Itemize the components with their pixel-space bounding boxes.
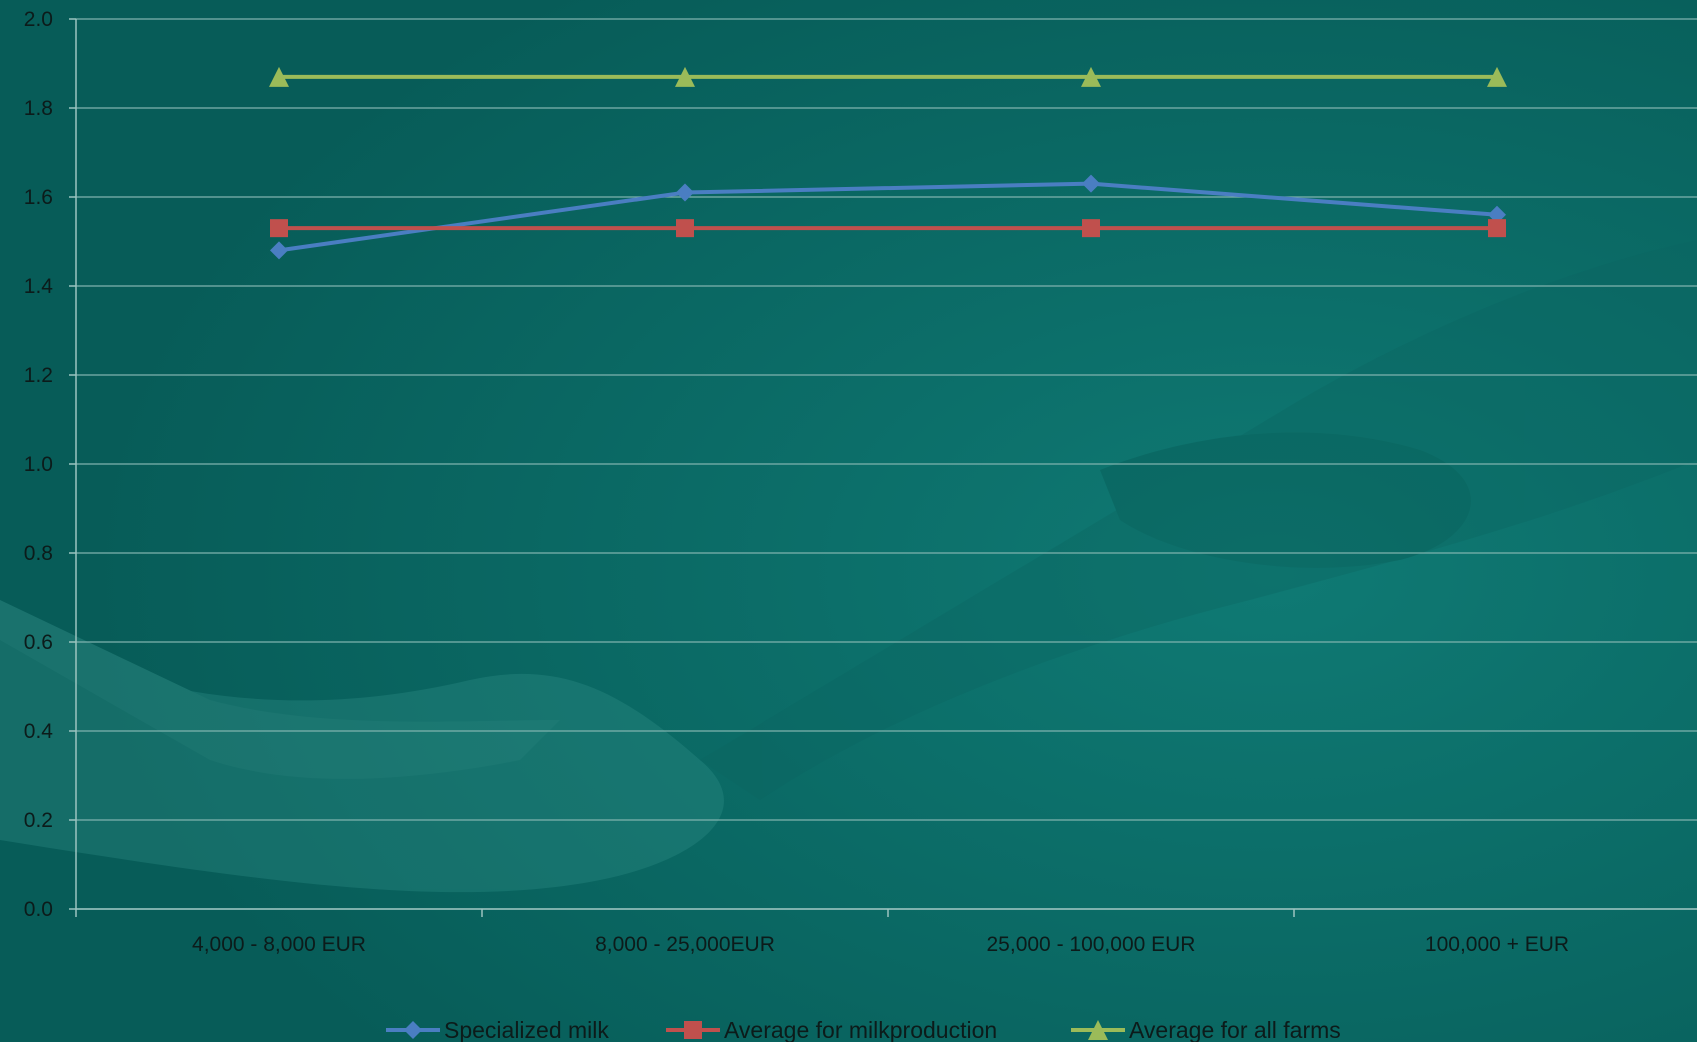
y-tick-label: 1.8 xyxy=(24,97,53,120)
x-tick-labels: 4,000 - 8,000 EUR 8,000 - 25,000EUR 25,000… xyxy=(192,933,1569,956)
y-tick-label: 2.0 xyxy=(24,8,53,31)
x-tick-label: 25,000 - 100,000 EUR xyxy=(987,933,1196,956)
y-tick-label: 1.4 xyxy=(24,275,54,298)
legend: Specialized milk Average for milkproducti… xyxy=(386,1017,1341,1042)
x-tick-label: 100,000 + EUR xyxy=(1425,933,1569,956)
data-point-marker xyxy=(1082,219,1100,238)
data-point-marker xyxy=(270,241,288,260)
legend-item: Average for milkproduction xyxy=(666,1017,997,1042)
legend-label: Specialized milk xyxy=(444,1017,609,1042)
series-line xyxy=(278,181,1498,253)
y-tick-label: 1.6 xyxy=(24,186,53,209)
y-tick-label: 0.6 xyxy=(24,631,53,654)
data-point-marker xyxy=(1081,66,1101,87)
data-point-marker xyxy=(270,219,288,238)
series-lines xyxy=(269,66,1507,260)
gridlines xyxy=(76,18,1697,910)
data-point-marker xyxy=(1487,66,1507,87)
y-tick-label: 1.0 xyxy=(24,453,53,476)
data-point-marker xyxy=(269,66,289,87)
data-point-marker xyxy=(676,183,694,202)
data-point-marker xyxy=(675,66,695,87)
data-point-marker xyxy=(676,219,694,238)
data-point-marker xyxy=(1488,219,1506,238)
y-tick-label: 0.2 xyxy=(24,809,53,832)
legend-marker xyxy=(684,1021,702,1039)
background-decoration xyxy=(0,240,1697,893)
data-point-marker xyxy=(1082,174,1100,193)
legend-item: Specialized milk xyxy=(386,1017,609,1042)
legend-marker xyxy=(1088,1020,1108,1040)
x-tick-label: 4,000 - 8,000 EUR xyxy=(192,933,366,956)
legend-label: Average for milkproduction xyxy=(724,1017,997,1042)
legend-item: Average for all farms xyxy=(1071,1017,1341,1042)
series-3 xyxy=(269,66,1507,87)
y-tick-label: 0.4 xyxy=(24,720,54,743)
x-tick-label: 8,000 - 25,000EUR xyxy=(595,933,775,956)
series-2 xyxy=(270,219,1506,238)
y-tick-labels: 0.0 0.2 0.4 0.6 0.8 1.0 1.2 1.4 1.6 1.8 2.0 xyxy=(24,8,54,921)
legend-label: Average for all farms xyxy=(1129,1017,1341,1042)
y-tick-label: 0.8 xyxy=(24,542,53,565)
y-tick-label: 0.0 xyxy=(24,898,53,921)
legend-marker xyxy=(404,1021,422,1039)
axes xyxy=(69,18,1697,917)
y-tick-label: 1.2 xyxy=(24,364,53,387)
